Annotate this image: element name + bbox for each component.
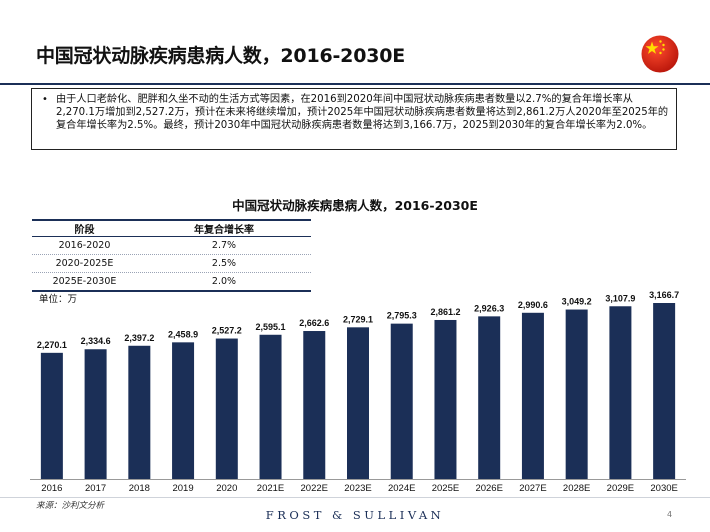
x-tick-label: 2024E — [388, 483, 415, 494]
bar-chart: 2,270.1 2016 2,334.6 2017 2,397.2 2018 2,458.9… — [30, 290, 686, 494]
x-tick-label: 2025E — [432, 483, 459, 494]
bullet-icon: • — [42, 94, 48, 105]
x-tick-label: 2027E — [519, 483, 546, 494]
cagr-row: 2016-2020 2.7% — [32, 237, 311, 255]
bar-2023E — [347, 327, 369, 479]
bar-2022E — [303, 331, 326, 479]
x-tick-label: 2017 — [85, 483, 106, 494]
china-flag-icon — [641, 35, 679, 73]
data-label: 2,334.6 — [81, 336, 111, 346]
bar-2028E — [565, 309, 588, 479]
cagr-rate: 2.0% — [211, 276, 237, 287]
bar-2021E — [259, 334, 282, 479]
bar-2030E — [653, 303, 676, 479]
data-label: 3,049.2 — [562, 297, 592, 307]
source-note: 来源：沙利文分析 — [36, 501, 105, 511]
bar-2029E — [609, 306, 632, 479]
data-label: 3,166.7 — [649, 290, 679, 300]
cagr-rate: 2.5% — [211, 258, 237, 269]
summary-box: • 由于人口老龄化、肥胖和久坐不动的生活方式等因素，在2016到2020年间中国… — [31, 88, 677, 150]
bar-2020 — [215, 338, 238, 479]
x-tick-label: 2021E — [257, 483, 284, 494]
x-tick-label: 2030E — [650, 483, 677, 494]
bar-2016 — [40, 352, 63, 479]
x-tick-label: 2028E — [563, 483, 590, 494]
data-label: 2,861.2 — [430, 307, 460, 317]
data-label: 2,270.1 — [37, 340, 67, 350]
bar-2024E — [390, 323, 413, 479]
unit-label: 单位：万 — [39, 294, 78, 305]
cagr-row: 2020-2025E 2.5% — [32, 255, 311, 273]
footer-divider — [0, 497, 710, 498]
cagr-rate: 2.7% — [211, 240, 237, 251]
bar-2017 — [84, 349, 107, 479]
data-label: 2,926.3 — [474, 303, 504, 313]
cagr-row: 2025E-2030E 2.0% — [32, 273, 311, 292]
data-label: 2,595.1 — [256, 322, 286, 332]
x-tick-label: 2029E — [607, 483, 634, 494]
data-label: 2,527.2 — [212, 326, 242, 336]
cagr-period: 2025E-2030E — [52, 276, 117, 287]
x-tick-label: 2016 — [41, 483, 62, 494]
x-tick-label: 2020 — [216, 483, 237, 494]
bar-2025E — [434, 319, 457, 479]
bar-2019 — [172, 342, 195, 479]
data-label: 2,729.1 — [343, 314, 373, 324]
data-label: 2,990.6 — [518, 300, 548, 310]
summary-text: 由于人口老龄化、肥胖和久坐不动的生活方式等因素，在2016到2020年间中国冠状… — [56, 94, 669, 132]
cagr-header-period: 阶段 — [74, 225, 95, 236]
data-label: 2,795.3 — [387, 311, 417, 321]
page-number: 4 — [667, 510, 673, 519]
x-tick-label: 2026E — [475, 483, 502, 494]
cagr-table: 阶段 年复合增长率 2016-2020 2.7% 2020-2025E 2.5%… — [32, 219, 311, 292]
data-label: 2,458.9 — [168, 329, 198, 339]
cagr-period: 2016-2020 — [58, 240, 111, 251]
data-label: 2,662.6 — [299, 318, 329, 328]
bar-2027E — [521, 312, 544, 479]
title-divider — [0, 83, 710, 85]
x-tick-label: 2019 — [172, 483, 193, 494]
x-tick-label: 2018 — [129, 483, 150, 494]
data-label: 3,107.9 — [605, 293, 635, 303]
page-title: 中国冠状动脉疾病患病人数，2016-2030E — [36, 45, 406, 67]
cagr-period: 2020-2025E — [55, 258, 114, 269]
cagr-table-header: 阶段 年复合增长率 — [32, 219, 311, 237]
bar-2018 — [128, 345, 151, 479]
data-label: 2,397.2 — [124, 333, 154, 343]
brand-logo: FROST & SULLIVAN — [265, 508, 445, 522]
x-tick-label: 2023E — [344, 483, 371, 494]
chart-title: 中国冠状动脉疾病患病人数，2016-2030E — [232, 198, 478, 213]
cagr-header-rate: 年复合增长率 — [194, 225, 254, 236]
bar-2026E — [478, 316, 501, 479]
x-tick-label: 2022E — [301, 483, 328, 494]
